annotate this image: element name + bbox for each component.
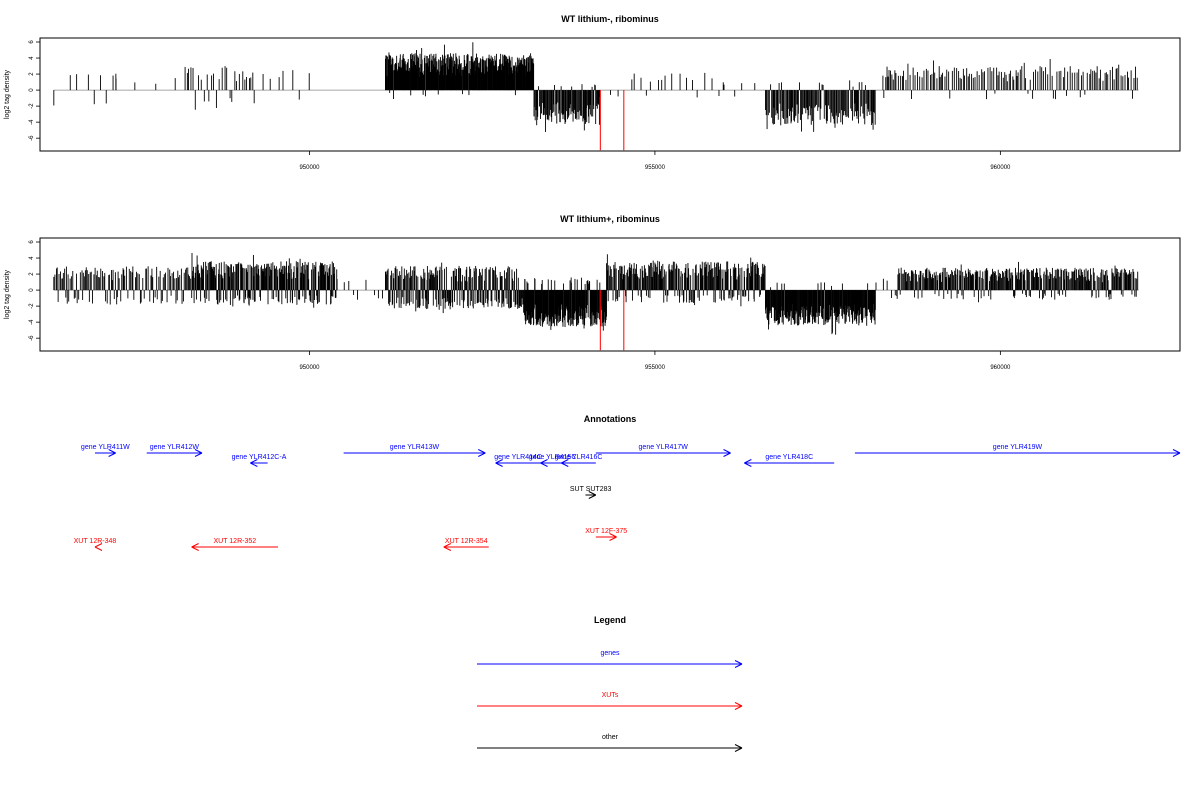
annotation-arrow [854,449,1181,457]
annotation-label: XUT 12R-352 [213,538,256,545]
chart-panel-1: WT lithium-, ribominus -6 -4 -2 0 2 4 6 log2 tag… [4,14,1181,171]
annotation-arrow [94,543,103,551]
annotations-panel: Annotations gene YLR411W gene YLR412W gene … [74,414,1181,551]
annotation-label: gene YLR416C [555,454,603,461]
annotations-title: Annotations [584,414,637,424]
x-tick-label: 960000 [990,165,1011,171]
y-tick-label: -6 [29,335,35,341]
legend-arrow [477,702,743,710]
annotation-arrow [595,449,731,457]
y-tick-label: 2 [29,72,35,76]
annotation-label: XUT 12R-348 [74,538,117,545]
annotation-arrow [540,459,565,467]
plot-frame [39,237,1181,352]
annotation-arrow [343,449,486,457]
chart-panel-2: WT lithium+, ribominus -6 -4 -2 0 2 4 6 log2 tag… [4,214,1181,371]
y-tick-label: 4 [29,256,35,260]
annotation-label: gene YLR413W [390,444,440,451]
y-tick-label: 2 [29,272,35,276]
annotation-arrow [146,449,203,457]
chart-title: WT lithium+, ribominus [560,214,660,224]
annotation-label: gene YLR415C [529,454,577,461]
annotation-label: gene YLR411W [81,444,130,451]
x-tick-label: 950000 [299,365,320,371]
y-axis-label: log2 tag density [4,269,11,319]
annotation-arrow [744,459,835,467]
y-tick-label: 4 [29,56,35,60]
y-tick-label: 0 [29,88,35,92]
annotation-label: gene YLR414C [494,454,542,461]
annotation-arrow [95,449,116,457]
x-tick-label: 960000 [990,365,1011,371]
legend-panel: Legend genes XUTs other [477,615,743,752]
annotation-arrow [561,459,596,467]
annotation-arrow [443,543,489,551]
legend-title: Legend [594,615,626,625]
annotation-label: gene YLR419W [993,444,1043,451]
plot-frame [39,37,1181,152]
annotation-arrow [250,459,268,467]
signal-bars [53,42,1138,133]
x-tick-label: 950000 [299,165,320,171]
annotation-arrow [595,533,617,541]
annotation-label: gene YLR417W [639,444,689,451]
annotation-label: SUT SUT283 [570,486,612,493]
y-tick-label: 0 [29,288,35,292]
chart-title: WT lithium-, ribominus [561,14,659,24]
y-tick-label: -4 [29,319,35,325]
annotation-arrow [585,491,597,499]
y-tick-label: -2 [29,303,35,309]
annotation-arrow [191,543,278,551]
legend-label: genes [600,650,620,657]
signal-bars [53,253,1139,335]
y-axis-label: log2 tag density [4,69,11,119]
y-tick-label: -4 [29,119,35,125]
y-tick-label: 6 [29,240,35,244]
legend-arrow [477,660,743,668]
x-tick-label: 955000 [645,365,666,371]
annotation-label: XUT 12F-375 [585,528,627,535]
annotation-label: gene YLR418C [765,454,813,461]
y-tick-label: -2 [29,103,35,109]
annotation-label: gene YLR412C-A [232,454,287,461]
annotation-label: XUT 12R-354 [445,538,488,545]
annotation-label: gene YLR412W [150,444,200,451]
legend-label: XUTs [602,692,619,699]
annotation-arrow [495,459,541,467]
x-tick-label: 955000 [645,165,666,171]
legend-arrow [477,744,743,752]
legend-label: other [602,734,619,741]
y-tick-label: -6 [29,135,35,141]
y-tick-label: 6 [29,40,35,44]
